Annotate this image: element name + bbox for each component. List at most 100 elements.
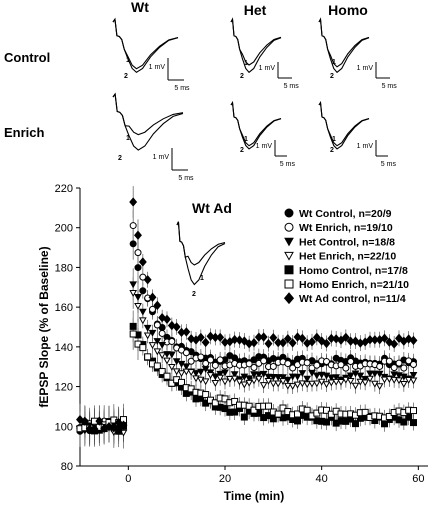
data-point bbox=[346, 377, 355, 385]
data-point bbox=[375, 383, 384, 391]
data-point bbox=[235, 335, 244, 345]
data-point bbox=[129, 240, 137, 248]
legend-entry: Wt Ad control, n=11/4 bbox=[299, 293, 406, 305]
data-point bbox=[177, 370, 186, 378]
scale-label-voltage: 1 mV bbox=[153, 154, 170, 161]
legend-marker bbox=[283, 292, 295, 305]
data-point bbox=[399, 373, 408, 381]
data-point bbox=[390, 339, 399, 349]
data-point bbox=[153, 362, 161, 370]
data-point bbox=[269, 363, 277, 371]
data-point bbox=[250, 377, 258, 385]
data-point bbox=[134, 340, 142, 348]
data-point bbox=[404, 376, 413, 384]
data-point bbox=[143, 275, 152, 285]
legend-entry: Homo Enrich, n=21/10 bbox=[299, 279, 409, 291]
data-point bbox=[361, 408, 369, 416]
data-point bbox=[196, 368, 205, 376]
peak-label-2: 2 bbox=[330, 147, 334, 154]
y-tick-label: 140 bbox=[55, 342, 73, 354]
data-point bbox=[303, 359, 311, 367]
data-point bbox=[323, 418, 330, 426]
trace-before bbox=[112, 92, 184, 136]
data-point bbox=[279, 338, 287, 348]
data-point bbox=[317, 336, 326, 346]
data-point bbox=[351, 382, 360, 390]
data-point bbox=[221, 369, 229, 377]
data-point bbox=[134, 249, 142, 257]
data-point bbox=[269, 373, 278, 381]
inset-title: Wt Ad bbox=[192, 200, 232, 216]
trace-panel: 1 mV 5 ms 1 2 bbox=[112, 92, 194, 182]
scale-label-voltage: 1 mV bbox=[256, 143, 273, 150]
legend-entry: Wt Control, n=20/9 bbox=[299, 208, 392, 220]
legend-entry: Het Enrich, n=22/10 bbox=[299, 251, 396, 263]
data-point bbox=[312, 332, 321, 343]
data-point bbox=[323, 406, 330, 414]
data-point bbox=[341, 332, 350, 343]
data-point bbox=[250, 356, 258, 364]
legend-entry: Het Control, n=18/8 bbox=[299, 236, 395, 248]
data-point bbox=[376, 362, 384, 370]
data-point bbox=[211, 361, 219, 369]
data-point bbox=[283, 382, 292, 390]
y-tick-label: 160 bbox=[55, 302, 73, 314]
y-axis-label: fEPSP Slope (% of Baseline) bbox=[37, 246, 51, 407]
data-point bbox=[134, 264, 142, 272]
trace-after bbox=[230, 17, 282, 74]
data-point bbox=[163, 372, 171, 380]
data-point bbox=[138, 257, 147, 267]
data-point bbox=[322, 338, 331, 349]
data-point bbox=[216, 356, 224, 364]
data-point bbox=[148, 292, 157, 302]
data-point bbox=[221, 395, 229, 403]
data-point bbox=[274, 380, 283, 388]
data-point bbox=[303, 375, 312, 383]
data-point bbox=[279, 404, 287, 412]
y-tick-label: 100 bbox=[55, 421, 73, 433]
peak-label-1: 1 bbox=[200, 275, 204, 282]
data-point bbox=[153, 300, 162, 311]
data-point bbox=[342, 364, 350, 372]
legend-marker bbox=[284, 279, 294, 289]
data-point bbox=[250, 371, 258, 379]
data-point bbox=[312, 372, 321, 380]
data-point bbox=[254, 371, 263, 379]
data-point bbox=[182, 349, 190, 357]
data-point bbox=[231, 397, 239, 405]
data-point bbox=[221, 378, 229, 386]
data-point bbox=[211, 380, 220, 387]
data-point bbox=[356, 378, 365, 386]
y-tick-label: 200 bbox=[55, 223, 73, 235]
data-point bbox=[192, 370, 200, 378]
data-point bbox=[129, 322, 137, 330]
data-point bbox=[298, 380, 307, 388]
legend-entry: Homo Control, n=17/8 bbox=[299, 265, 408, 277]
data-point bbox=[312, 380, 321, 388]
data-point bbox=[405, 357, 413, 365]
data-point bbox=[109, 423, 118, 433]
data-point bbox=[395, 359, 403, 367]
data-point bbox=[158, 352, 167, 360]
x-axis: 0 20 40 60 bbox=[80, 465, 428, 485]
data-point bbox=[409, 377, 418, 385]
inset-trace-wt-ad: Wt Ad 1 2 bbox=[176, 200, 232, 298]
data-point bbox=[288, 338, 297, 348]
data-point bbox=[216, 332, 225, 343]
data-point bbox=[380, 333, 389, 343]
data-point bbox=[283, 334, 292, 344]
peak-label-1: 1 bbox=[332, 59, 336, 66]
data-point bbox=[337, 378, 345, 386]
data-point bbox=[404, 334, 413, 344]
data-point bbox=[245, 360, 253, 368]
data-point bbox=[303, 406, 311, 414]
data-point bbox=[308, 337, 316, 347]
data-point bbox=[143, 332, 152, 340]
data-point bbox=[385, 412, 393, 420]
legend-marker bbox=[284, 265, 294, 275]
data-point bbox=[134, 294, 142, 301]
trace-panel: 1 mV 5 ms 1 2 bbox=[318, 100, 396, 168]
data-point bbox=[182, 368, 191, 376]
data-point bbox=[293, 381, 302, 389]
scale-label-time: 5 ms bbox=[174, 85, 190, 92]
